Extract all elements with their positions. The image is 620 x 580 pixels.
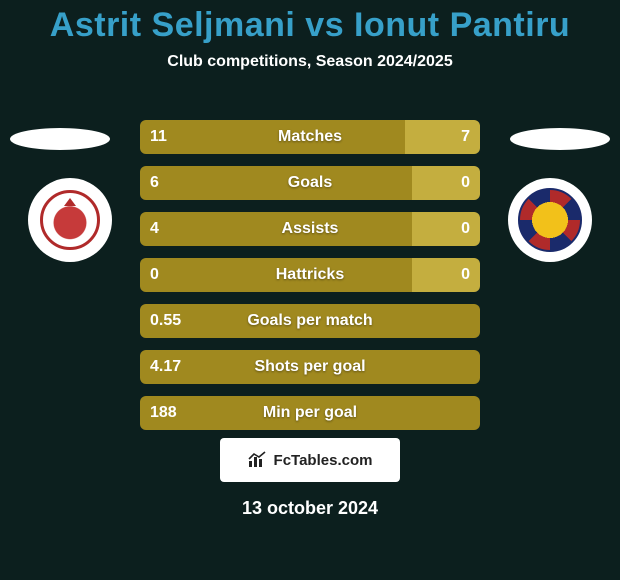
stat-label: Assists	[140, 212, 480, 246]
stat-row: Goals6 0	[140, 166, 480, 200]
stat-row: Hattricks0 0	[140, 258, 480, 292]
stat-value-right: 7	[461, 120, 470, 154]
page-title: Astrit Seljmani vs Ionut Pantiru	[0, 0, 620, 45]
club-badge-left	[28, 178, 112, 262]
crest-right-icon	[518, 188, 582, 252]
stat-row: Assists4 0	[140, 212, 480, 246]
stat-value-left: 6	[150, 166, 159, 200]
stat-label: Min per goal	[140, 396, 480, 430]
stat-row: Shots per goal4.17	[140, 350, 480, 384]
site-logo-text: FcTables.com	[274, 452, 373, 469]
stat-value-left: 0	[150, 258, 159, 292]
stat-value-left: 11	[150, 120, 167, 154]
stat-row: Min per goal188	[140, 396, 480, 430]
stat-label: Shots per goal	[140, 350, 480, 384]
stat-label: Matches	[140, 120, 480, 154]
stat-label: Hattricks	[140, 258, 480, 292]
ellipse-right	[510, 128, 610, 150]
chart-icon	[248, 451, 268, 469]
site-logo: FcTables.com	[220, 438, 400, 482]
stat-value-left: 0.55	[150, 304, 181, 338]
stat-value-left: 4	[150, 212, 159, 246]
crest-left-icon	[40, 190, 100, 250]
stat-label: Goals	[140, 166, 480, 200]
stats-bars: Matches117Goals60Assists40Hattricks00Goa…	[140, 120, 480, 442]
stat-value-right: 0	[461, 212, 470, 246]
stat-value-left: 4.17	[150, 350, 181, 384]
ellipse-left	[10, 128, 110, 150]
club-badge-right	[508, 178, 592, 262]
stat-value-left: 188	[150, 396, 177, 430]
footer-date: 13 october 2024	[0, 498, 620, 519]
stat-row: Matches11 7	[140, 120, 480, 154]
stat-value-right: 0	[461, 258, 470, 292]
page-subtitle: Club competitions, Season 2024/2025	[0, 53, 620, 71]
stat-label: Goals per match	[140, 304, 480, 338]
stat-value-right: 0	[461, 166, 470, 200]
stat-row: Goals per match0.55	[140, 304, 480, 338]
